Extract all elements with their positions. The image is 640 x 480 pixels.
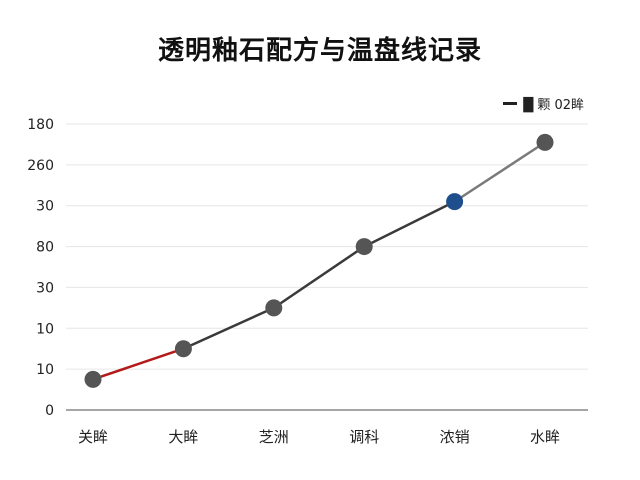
y-tick-label: 10 [36,362,54,378]
line-segment [362,200,456,248]
y-tick-label: 0 [45,403,54,419]
legend: █ 颗 02眸 [503,94,584,113]
grid [66,123,588,370]
chart-title: 透明釉石配方与温盘线记录 [157,36,482,66]
x-tick-label: 调科 [349,428,379,446]
data-point [265,299,283,317]
x-tick-labels: 关眸 大眸 芝洲 调科 浓销 水眸 [78,428,560,446]
x-tick-label: 大眸 [168,428,198,446]
data-point [536,133,554,151]
x-tick-label: 芝洲 [259,428,289,446]
x-tick-label: 水眸 [530,428,560,446]
data-point [446,193,464,211]
y-tick-label: 260 [27,158,54,174]
y-tick-label: 30 [36,199,54,215]
data-point [84,370,102,388]
y-tick-labels: 0 10 10 30 80 30 260 180 [27,117,54,419]
data-point [355,238,373,256]
line-segment [272,245,366,310]
line-segment [453,141,547,203]
legend-label: █ 颗 02眸 [523,98,584,113]
line-segment [91,347,185,381]
y-tick-label: 180 [27,117,54,133]
legend-swatch [503,102,518,105]
y-tick-label: 80 [36,240,54,256]
line-segment [182,306,276,350]
y-tick-label: 10 [36,321,54,337]
series-points [84,133,554,388]
x-tick-label: 浓销 [440,428,470,446]
y-tick-label: 30 [36,280,54,296]
x-tick-label: 关眸 [78,428,108,446]
series-line [91,141,547,381]
data-point [174,340,192,358]
